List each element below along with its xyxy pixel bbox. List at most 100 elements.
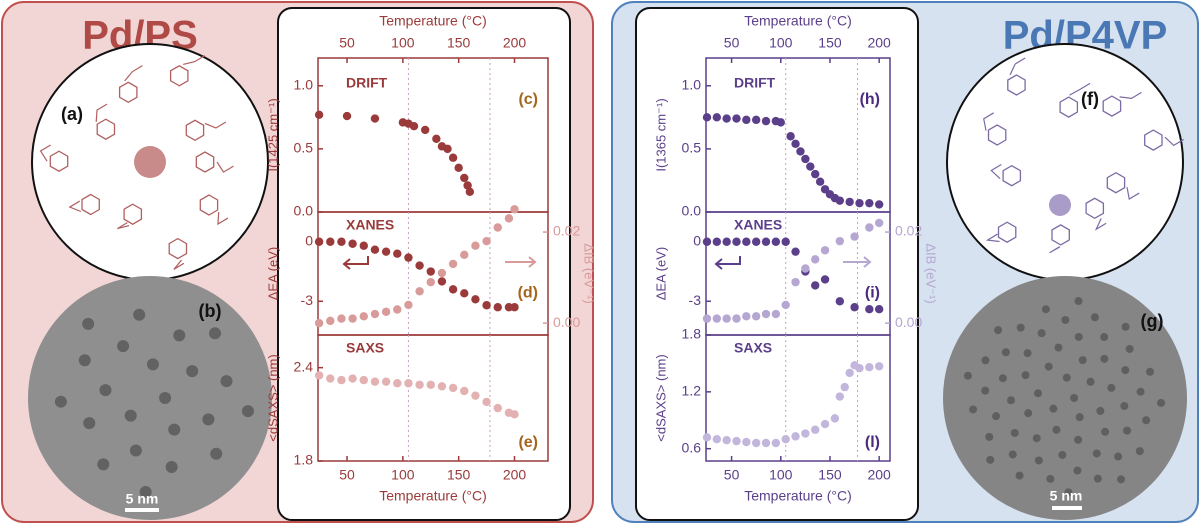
point	[482, 397, 491, 407]
point	[326, 374, 335, 383]
ring	[96, 118, 116, 140]
y-tick-label: 0.5	[682, 140, 702, 156]
nanoparticle	[99, 384, 112, 397]
nanoparticle	[969, 405, 978, 414]
nanoparticle	[1034, 456, 1043, 465]
point	[437, 382, 447, 391]
nanoparticle	[1049, 404, 1058, 413]
point	[404, 300, 413, 310]
arrow	[505, 256, 537, 268]
ring	[1007, 74, 1026, 96]
particle	[1049, 194, 1071, 216]
point	[702, 237, 712, 246]
point	[426, 277, 435, 287]
x-tick-label: 100	[769, 35, 793, 51]
nanoparticle	[168, 423, 181, 436]
nanoparticle	[1001, 348, 1010, 357]
nanoparticle	[998, 374, 1007, 383]
point	[865, 223, 874, 232]
subplot-title: SAXS	[734, 340, 772, 356]
y-axis-label: ΔEA (eV)	[265, 247, 280, 300]
x-tick-label: 150	[447, 467, 471, 483]
ring	[1144, 129, 1163, 151]
nanoparticle	[1021, 371, 1030, 380]
nanoparticle	[1086, 377, 1095, 386]
point	[471, 391, 480, 400]
chain	[124, 65, 143, 82]
scale-bar-label: 5 nm	[1050, 488, 1083, 504]
chain	[204, 121, 227, 129]
nanoparticle	[1046, 474, 1055, 483]
nanoparticle	[241, 405, 254, 418]
point	[722, 435, 731, 445]
ring	[169, 65, 189, 87]
subplot-title: XANES	[346, 217, 394, 233]
x-tick-label: 150	[818, 35, 842, 51]
subplot-label: (h)	[860, 91, 880, 108]
ring	[168, 237, 188, 260]
point	[415, 287, 424, 296]
point	[370, 114, 380, 123]
x-tick-label: 100	[769, 467, 793, 483]
point	[751, 438, 761, 448]
point	[381, 247, 391, 256]
point	[811, 169, 820, 179]
point	[326, 237, 335, 246]
scale-bar-label: 5 nm	[126, 491, 159, 507]
nanoparticle	[129, 444, 142, 457]
nanoparticle	[1023, 349, 1032, 358]
point	[348, 314, 357, 323]
point	[835, 196, 845, 205]
chain	[1069, 82, 1091, 96]
chain	[1049, 246, 1061, 254]
chain	[1164, 136, 1184, 147]
point	[426, 267, 435, 276]
point	[845, 368, 854, 378]
point	[504, 214, 514, 223]
point	[702, 433, 712, 442]
point	[874, 305, 884, 314]
point	[820, 246, 830, 255]
point	[482, 301, 491, 310]
nanoparticle	[1117, 475, 1126, 484]
point	[712, 314, 722, 323]
subplot-label: (l)	[865, 434, 880, 451]
point	[409, 121, 419, 131]
ring	[1051, 224, 1070, 246]
nanoparticle	[1120, 401, 1129, 410]
point	[791, 247, 800, 256]
y-tick-label: 1.0	[682, 76, 702, 92]
point	[732, 237, 741, 246]
subplot-label: (i)	[865, 285, 880, 302]
nanoparticle	[1093, 474, 1102, 483]
point	[359, 312, 368, 321]
chain	[985, 233, 1000, 243]
y-tick-label: 0.00	[895, 314, 922, 330]
nanoparticle	[1096, 406, 1105, 415]
point	[722, 314, 731, 323]
point	[751, 312, 761, 321]
nanoparticle	[1008, 450, 1017, 459]
point	[874, 200, 884, 209]
point	[874, 218, 884, 228]
point	[830, 414, 840, 423]
nanoparticle	[1015, 471, 1024, 480]
x-tick-label: 200	[503, 35, 527, 51]
point	[712, 237, 722, 246]
nanoparticle	[159, 392, 172, 404]
point	[493, 223, 502, 232]
ring	[1059, 96, 1079, 118]
y-tick-label: 0	[693, 232, 701, 248]
image-label: (b)	[199, 301, 222, 321]
point	[448, 285, 458, 294]
point	[702, 314, 712, 323]
point	[510, 410, 519, 419]
point	[381, 307, 391, 316]
x-tick-label: 50	[724, 467, 740, 483]
x-tick-label: 200	[867, 35, 891, 51]
point	[732, 436, 741, 446]
point	[771, 237, 781, 246]
nanoparticle	[78, 354, 91, 367]
nanoparticle	[1064, 488, 1073, 497]
chain	[117, 222, 130, 230]
